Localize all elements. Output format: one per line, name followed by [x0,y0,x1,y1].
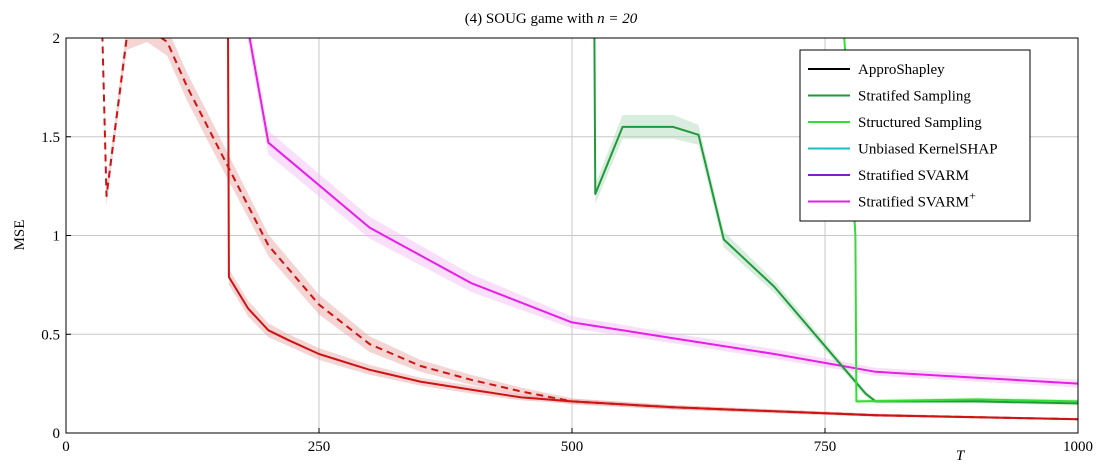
y-tick-label: 1.5 [41,130,60,146]
y-tick-label: 0.5 [41,327,60,343]
legend-label: Unbiased KernelSHAP [858,142,998,158]
x-tick-label: 1000 [1063,439,1093,455]
legend: ApproShapley Stratifed Sampling Structured… [799,49,1031,222]
x-tick-label: 0 [62,439,70,455]
confidence-bands [102,38,1078,421]
chart-title: (4) SOUG game with n = 20 [465,11,638,27]
x-tick-label: 750 [814,439,837,455]
y-tick-label: 1 [53,229,61,245]
y-tick-label: 2 [53,31,61,47]
series-band-1 [102,38,1078,421]
x-axis-label: T [956,448,966,464]
axis-ticks: 0 250 500 750 1000 0 0.5 1 1.5 2 [41,31,1093,455]
legend-label: Stratified SVARM+ [858,189,976,211]
x-tick-label: 250 [308,439,331,455]
legend-box [799,49,1031,222]
series-line-1 [101,38,1078,421]
legend-label: Stratified SVARM [858,168,969,184]
x-tick-label: 500 [561,439,584,455]
y-axis-label: MSE [12,220,28,251]
legend-label: Structured Sampling [858,115,982,131]
legend-label: ApproShapley [858,62,945,78]
legend-label: Stratifed Sampling [858,89,971,105]
y-tick-label: 0 [53,426,61,442]
series-line-2 [248,38,1078,385]
